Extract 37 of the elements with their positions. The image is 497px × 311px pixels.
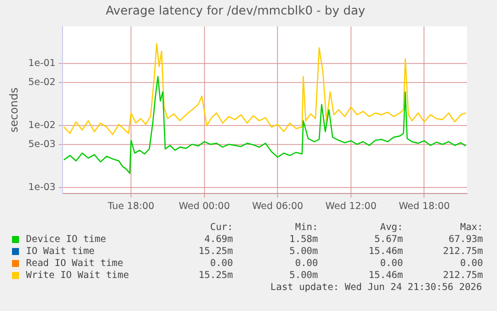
x-tick-label: Wed 18:00 (398, 200, 450, 212)
legend-label: IO Wait time (26, 246, 96, 258)
y-tick-label: 1e-02 (28, 120, 56, 132)
text: 0.00 (459, 258, 483, 271)
text: 15.25m (198, 270, 233, 283)
text: Min: (294, 222, 318, 234)
text: 67.93m (448, 234, 483, 247)
text: Max: (459, 222, 483, 234)
y-tick-label: 5e-02 (28, 76, 56, 88)
text: 1.58m (288, 234, 318, 247)
text: Last update: Wed Jun 24 21:30:56 2026 (269, 282, 482, 294)
text: 15.25m (198, 246, 233, 259)
text: 5.67m (373, 234, 403, 247)
text: 4.69m (203, 234, 233, 247)
legend-label: Read IO Wait time (26, 258, 124, 270)
x-tick-label: Tue 18:00 (106, 200, 154, 212)
y-tick-label: 5e-03 (28, 138, 56, 150)
y-axis-title: seconds (7, 87, 20, 132)
text: 0.00 (294, 258, 318, 271)
text: 5.00m (288, 246, 318, 259)
chart-title: Average latency for /dev/mmcblk0 - by day (106, 3, 366, 18)
legend-label: Device IO time (26, 234, 108, 246)
x-tick-label: Wed 12:00 (325, 200, 376, 212)
text: 0.00 (209, 258, 233, 271)
text: 15.46m (368, 270, 403, 283)
text: 0.00 (379, 258, 403, 271)
x-tick-label: Wed 06:00 (252, 200, 304, 212)
text: Avg: (379, 222, 403, 234)
y-tick-label: 1e-03 (28, 182, 56, 194)
text: Cur: (209, 222, 233, 234)
text: 15.46m (368, 246, 403, 259)
text: 5.00m (288, 270, 318, 282)
text: 212.75m (442, 270, 483, 283)
legend-label: Write IO Wait time (26, 270, 130, 283)
y-tick-label: 1e-01 (28, 58, 56, 70)
text: 212.75m (442, 246, 483, 259)
x-tick-label: Wed 00:00 (178, 200, 230, 212)
